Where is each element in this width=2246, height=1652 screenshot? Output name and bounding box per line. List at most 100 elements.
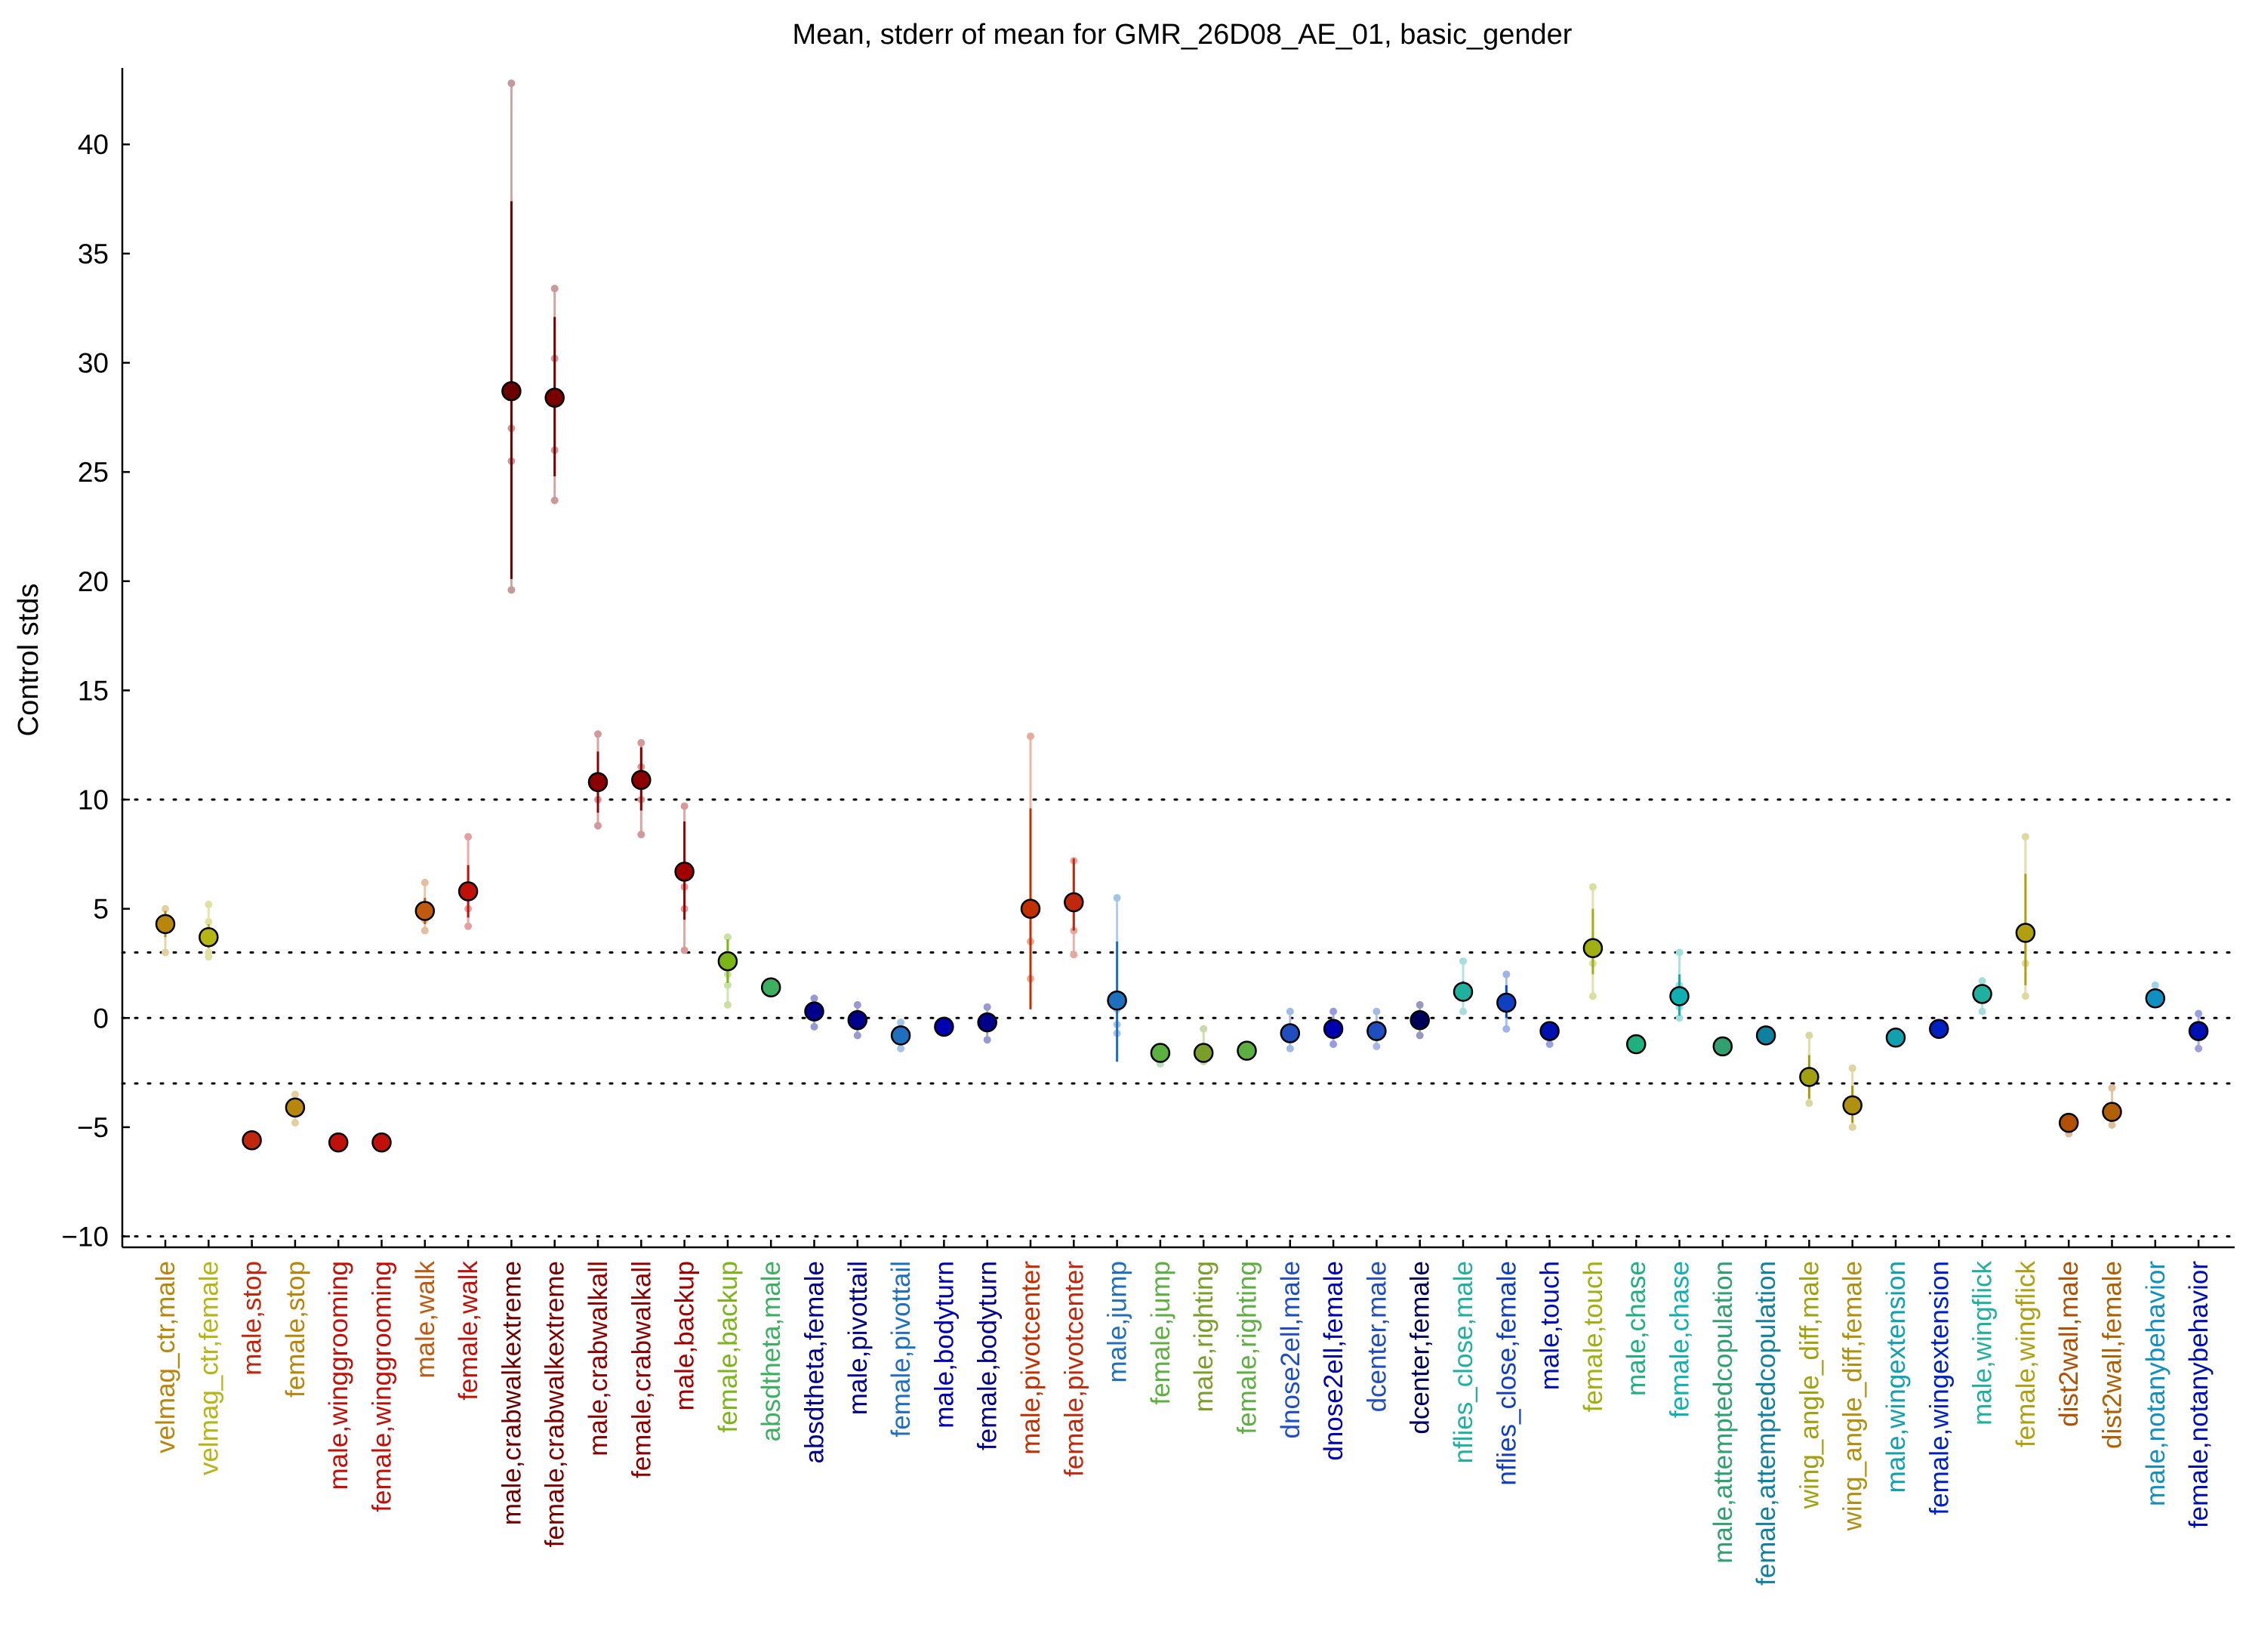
x-tick-label: male,jump xyxy=(1103,1261,1132,1382)
x-tick-label: dnose2ell,male xyxy=(1276,1261,1305,1438)
mean-marker xyxy=(1625,1034,1647,1055)
data-point-group xyxy=(1972,977,1992,1016)
y-tick-label: 40 xyxy=(78,129,109,160)
mean-marker xyxy=(977,1012,997,1033)
mean-marker xyxy=(1020,898,1041,919)
individual-point xyxy=(205,953,213,961)
data-point-group xyxy=(1582,883,1604,1000)
data-point-group xyxy=(1280,1007,1301,1053)
mean-marker xyxy=(2058,1112,2079,1133)
x-tick-label: male,notanybehavior xyxy=(2141,1261,2171,1506)
chart-title: Mean, stderr of mean for GMR_26D08_AE_01… xyxy=(793,19,1573,51)
individual-point xyxy=(421,926,429,935)
individual-point xyxy=(1200,1025,1208,1033)
individual-point xyxy=(594,730,602,738)
data-point-group xyxy=(1237,1040,1257,1061)
individual-point xyxy=(1978,977,1986,985)
data-point-group xyxy=(199,900,219,961)
data-point-group xyxy=(371,1132,392,1153)
x-tick-label: dist2wall,female xyxy=(2098,1261,2127,1449)
individual-point xyxy=(1373,1042,1381,1050)
x-tick-label: female,righting xyxy=(1233,1261,1262,1435)
data-point-group xyxy=(2058,1112,2079,1138)
mean-marker xyxy=(717,951,738,972)
data-point-group xyxy=(414,878,436,935)
y-tick-label: 25 xyxy=(78,457,109,488)
individual-point xyxy=(1675,948,1684,957)
data-marks xyxy=(155,79,2209,1247)
mean-marker xyxy=(587,772,608,793)
mean-marker xyxy=(847,1009,868,1031)
mean-marker xyxy=(501,381,522,402)
data-point-group xyxy=(1842,1064,1862,1131)
x-tick-label: male,winggrooming xyxy=(324,1261,353,1490)
y-tick-label: 15 xyxy=(78,675,109,706)
x-tick-label: female,bodyturn xyxy=(973,1261,1003,1450)
mean-marker xyxy=(804,1001,824,1022)
mean-marker xyxy=(1150,1043,1171,1063)
x-tick-label: nflies_close,male xyxy=(1449,1261,1478,1463)
individual-point xyxy=(550,496,559,504)
data-point-group xyxy=(1107,894,1127,1062)
individual-point xyxy=(1329,1007,1338,1016)
data-point-group xyxy=(1669,948,1690,1022)
individual-point xyxy=(1502,1025,1511,1033)
individual-point xyxy=(1848,1123,1856,1131)
individual-point xyxy=(2108,1083,2116,1092)
mean-marker xyxy=(890,1025,911,1046)
x-tick-label: female,pivotcenter xyxy=(1059,1261,1089,1477)
individual-point xyxy=(983,1036,991,1044)
data-point-group xyxy=(1496,970,1517,1033)
mean-marker xyxy=(1755,1025,1776,1046)
individual-point xyxy=(507,79,516,88)
mean-marker xyxy=(1280,1023,1301,1043)
data-point-group xyxy=(804,994,824,1031)
x-tick-label: velmag_ctr,female xyxy=(194,1261,223,1475)
individual-point xyxy=(594,821,602,830)
individual-point xyxy=(1978,1007,1986,1016)
x-tick-label: female,winggrooming xyxy=(368,1261,397,1512)
mean-marker xyxy=(934,1016,954,1037)
data-point-group xyxy=(501,79,522,594)
mean-marker xyxy=(760,977,781,998)
data-point-group xyxy=(1885,1028,1906,1048)
individual-point xyxy=(464,922,473,930)
individual-point xyxy=(1675,1014,1684,1022)
x-tick-label: female,crabwalkextreme xyxy=(541,1261,570,1547)
individual-point xyxy=(983,1003,991,1011)
data-point-group xyxy=(1323,1007,1344,1048)
axes xyxy=(121,68,2235,1249)
x-tick-label: female,chase xyxy=(1665,1261,1695,1418)
x-tick-label: male,stop xyxy=(238,1261,267,1376)
individual-point xyxy=(291,1119,299,1127)
individual-point xyxy=(1416,1031,1424,1040)
data-point-group xyxy=(2188,1009,2209,1053)
mean-marker xyxy=(1107,990,1127,1011)
data-point-group xyxy=(242,1130,262,1151)
data-point-group xyxy=(1712,1036,1733,1057)
x-tick-label: female,stop xyxy=(281,1261,310,1398)
individual-point xyxy=(205,900,213,908)
x-tick-label: female,notanybehavior xyxy=(2184,1261,2214,1528)
x-tick-label: male,attemptedcopulation xyxy=(1708,1261,1738,1564)
individual-point xyxy=(897,1019,905,1027)
mean-marker xyxy=(1237,1040,1257,1061)
individual-point xyxy=(162,948,169,957)
x-tick-label: male,touch xyxy=(1536,1261,1565,1390)
individual-point xyxy=(637,738,645,747)
data-point-group xyxy=(1193,1025,1214,1066)
x-tick-label: female,walk xyxy=(454,1261,483,1401)
data-point-group xyxy=(1150,1043,1171,1068)
individual-point xyxy=(421,878,429,886)
x-tick-label: male,crabwalkextreme xyxy=(497,1261,526,1525)
mean-marker xyxy=(1799,1067,1819,1087)
reference-lines xyxy=(121,798,2236,1238)
individual-point xyxy=(1113,894,1121,902)
x-tick-label: male,walk xyxy=(411,1261,440,1379)
data-point-group xyxy=(1799,1031,1819,1108)
data-point-group xyxy=(1453,957,1474,1016)
x-tick-label: wing_angle_diff,male xyxy=(1795,1261,1824,1509)
individual-point xyxy=(1459,957,1467,966)
mean-marker xyxy=(458,881,479,902)
mean-marker xyxy=(2102,1102,2122,1122)
